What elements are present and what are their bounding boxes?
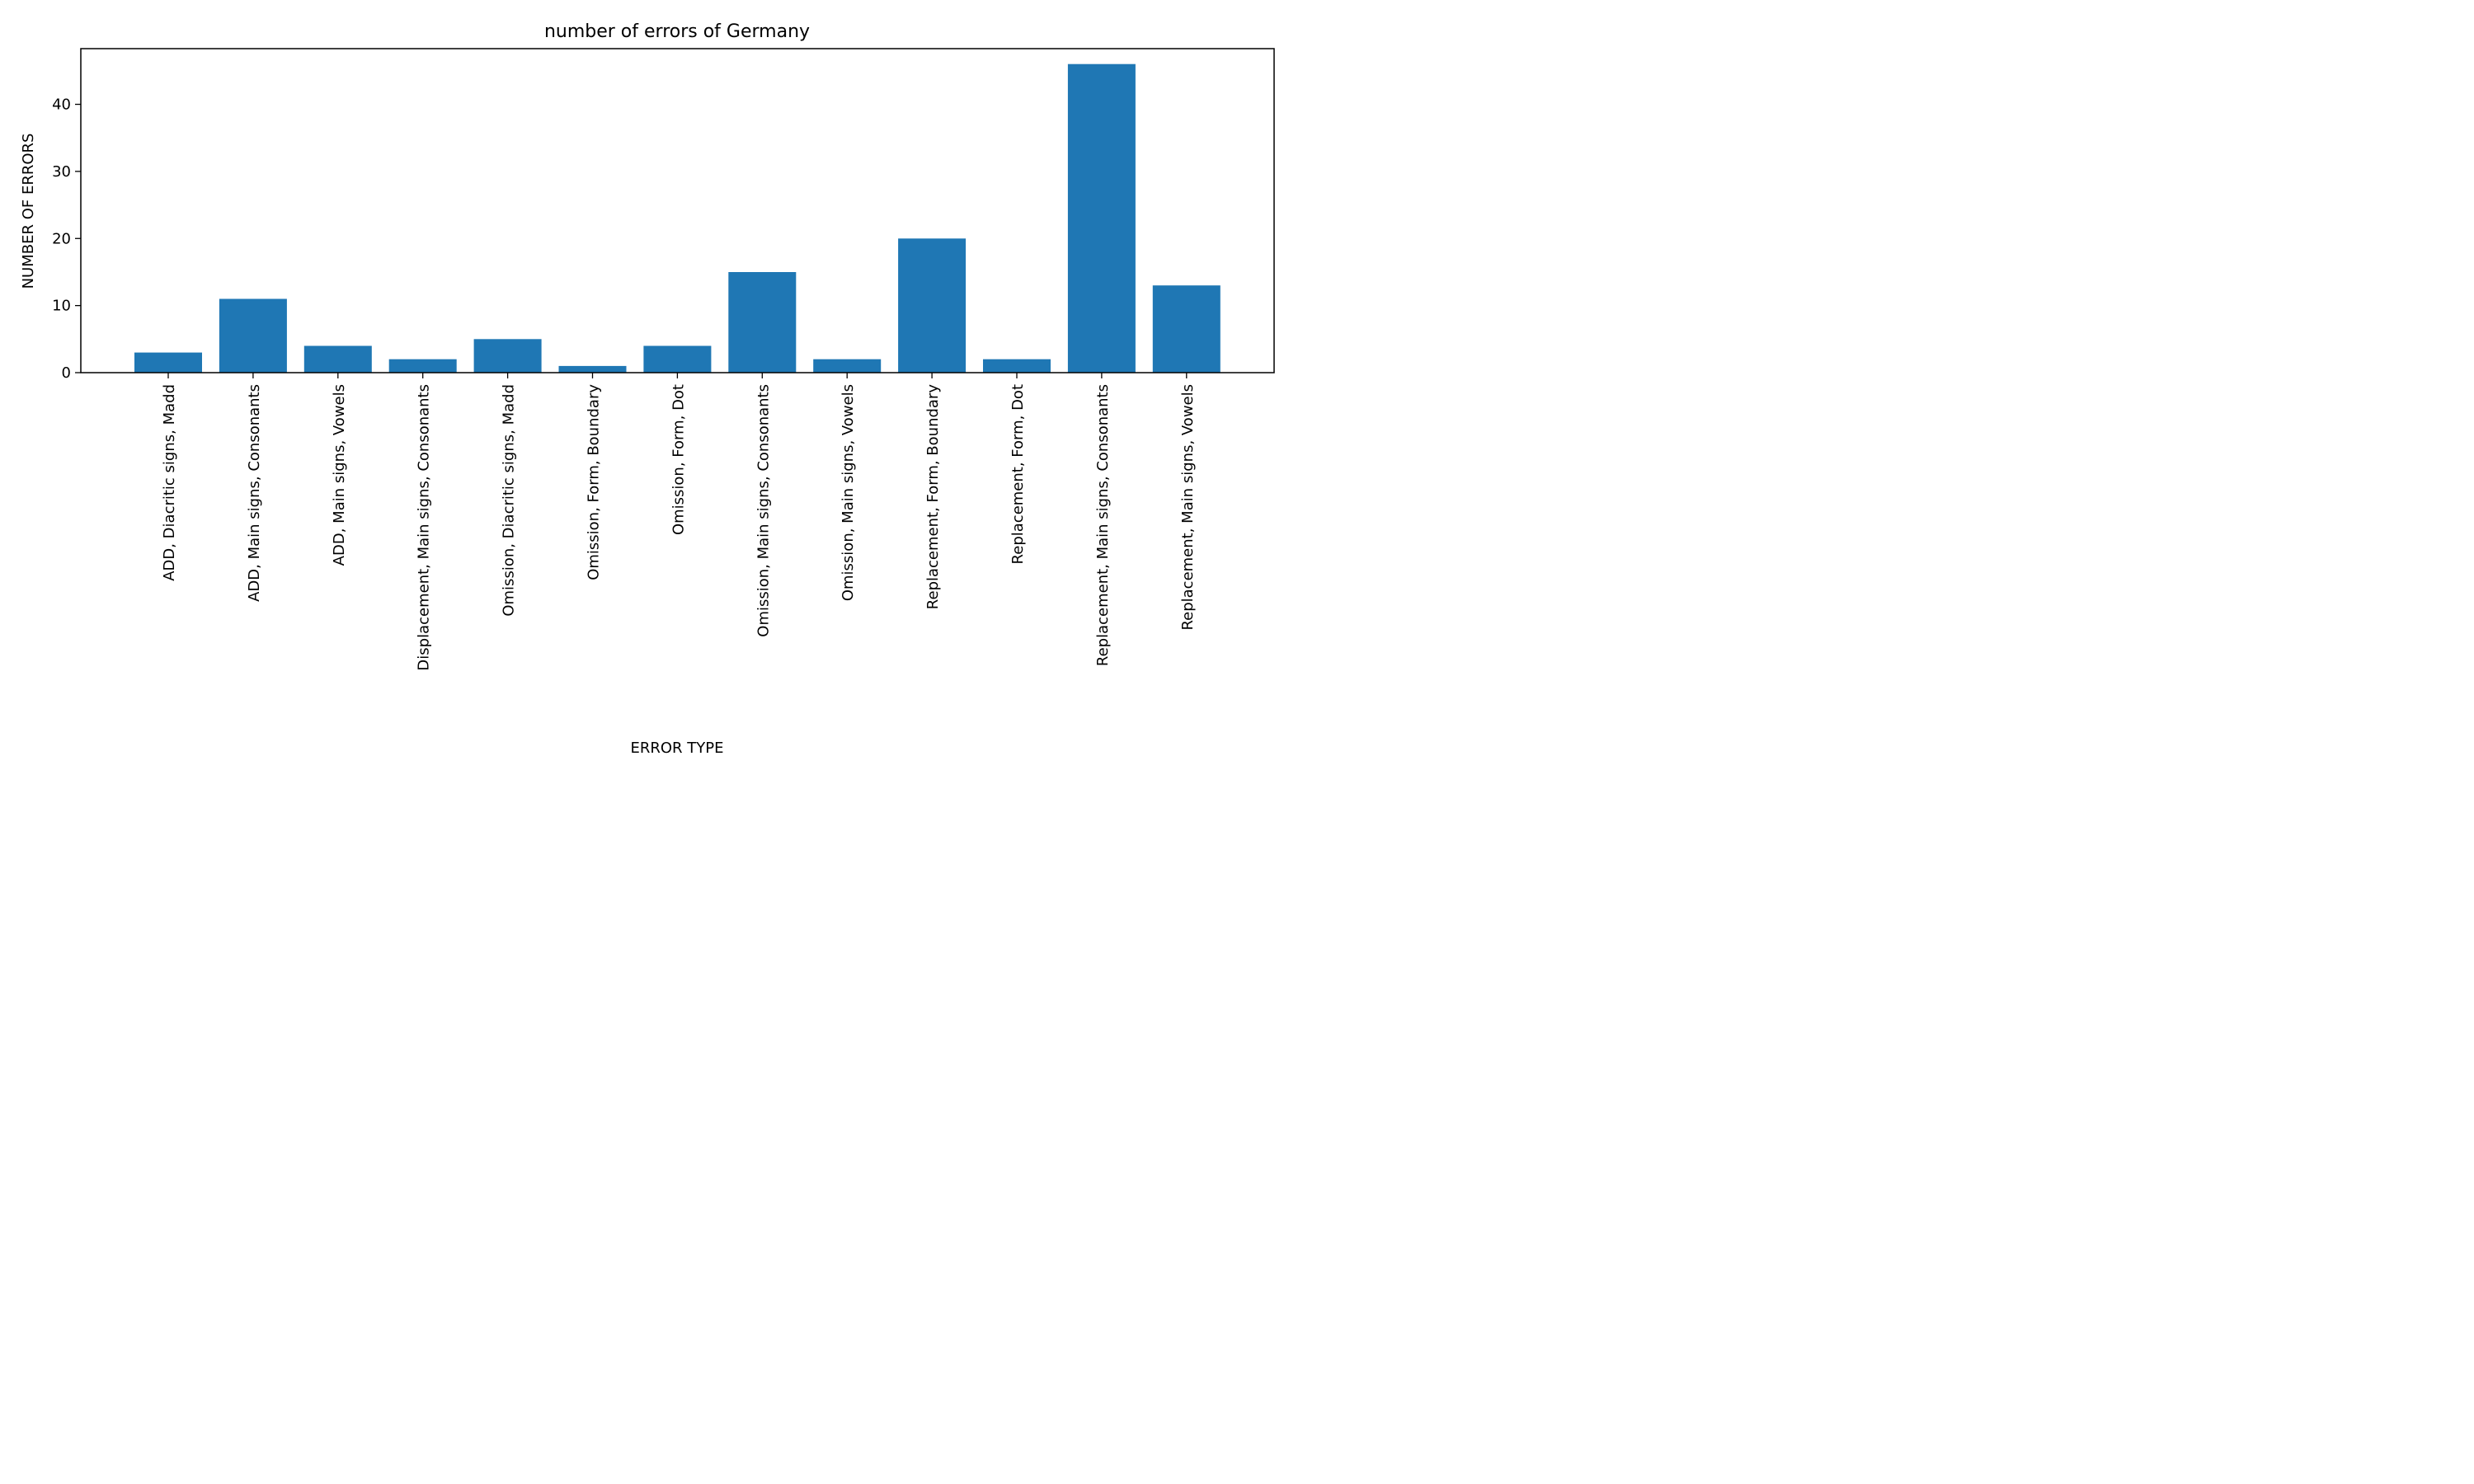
x-axis: ADD, Diacritic signs, Madd ADD, Main sign… [161,373,1197,671]
bar-11 [983,359,1051,373]
y-tick-label: 0 [62,364,71,382]
bar-4 [388,359,457,373]
x-tick-label: Displacement, Main signs, Consonants [416,384,433,671]
y-axis-title: NUMBER OF ERRORS [20,134,37,289]
bar-7 [643,345,712,373]
bar-5 [473,339,542,373]
y-tick-label: 10 [52,298,71,315]
x-tick-label: Replacement, Main signs, Consonants [1094,384,1112,666]
bar-2 [219,298,287,373]
bar-1 [134,352,202,373]
y-tick-label: 30 [52,163,71,181]
bar-9 [813,359,882,373]
x-tick-label: Omission, Form, Boundary [586,384,603,580]
x-axis-title: ERROR TYPE [630,740,723,757]
bar-12 [1067,63,1136,373]
x-tick-label: Omission, Main signs, Vowels [840,384,857,601]
bar-10 [898,238,967,373]
x-tick-label: Replacement, Main signs, Vowels [1179,384,1197,631]
x-tick-label: ADD, Main signs, Vowels [331,384,348,566]
x-tick-label: ADD, Main signs, Consonants [246,384,263,602]
x-tick-label: Omission, Form, Dot [670,384,687,535]
bar-6 [558,365,627,373]
x-tick-label: Omission, Diacritic signs, Madd [501,384,518,617]
bar-8 [728,272,797,373]
x-tick-label: Omission, Main signs, Consonants [755,384,772,637]
bar-3 [303,345,372,373]
chart-title: number of errors of Germany [544,21,810,42]
chart: number of errors of Germany 0 10 20 30 40 AD… [0,0,1293,776]
y-tick-label: 40 [52,96,71,114]
y-axis: 0 10 20 30 40 [52,96,81,382]
bar-13 [1152,285,1221,373]
x-tick-label: Replacement, Form, Dot [1009,384,1027,564]
x-tick-label: ADD, Diacritic signs, Madd [161,384,178,581]
y-tick-label: 20 [52,230,71,247]
bar-chart: number of errors of Germany 0 10 20 30 40 AD… [20,21,1275,757]
bars [134,63,1221,373]
x-tick-label: Replacement, Form, Boundary [924,384,942,610]
